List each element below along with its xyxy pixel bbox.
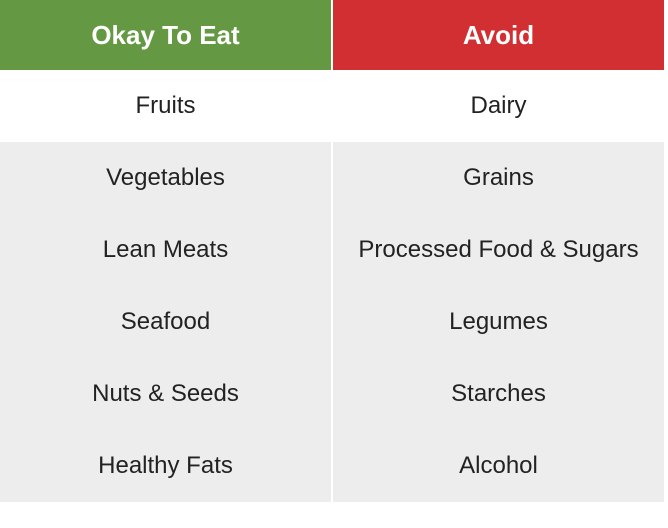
cell-okay: Seafood	[0, 286, 331, 358]
cell-okay: Vegetables	[0, 142, 331, 214]
cell-avoid: Starches	[331, 358, 664, 430]
table-row: Seafood Legumes	[0, 286, 664, 358]
table-row: Vegetables Grains	[0, 142, 664, 214]
cell-avoid: Grains	[331, 142, 664, 214]
table-row: Nuts & Seeds Starches	[0, 358, 664, 430]
header-okay-to-eat: Okay To Eat	[0, 0, 331, 70]
table-header-row: Okay To Eat Avoid	[0, 0, 664, 70]
cell-avoid: Legumes	[331, 286, 664, 358]
cell-avoid: Processed Food & Sugars	[331, 214, 664, 286]
table-row: Fruits Dairy	[0, 70, 664, 142]
cell-avoid: Dairy	[331, 70, 664, 142]
cell-okay: Fruits	[0, 70, 331, 142]
header-avoid: Avoid	[331, 0, 664, 70]
cell-okay: Lean Meats	[0, 214, 331, 286]
cell-okay: Healthy Fats	[0, 430, 331, 502]
cell-avoid: Alcohol	[331, 430, 664, 502]
cell-okay: Nuts & Seeds	[0, 358, 331, 430]
table-row: Healthy Fats Alcohol	[0, 430, 664, 502]
food-table: Okay To Eat Avoid Fruits Dairy Vegetable…	[0, 0, 664, 502]
table-row: Lean Meats Processed Food & Sugars	[0, 214, 664, 286]
